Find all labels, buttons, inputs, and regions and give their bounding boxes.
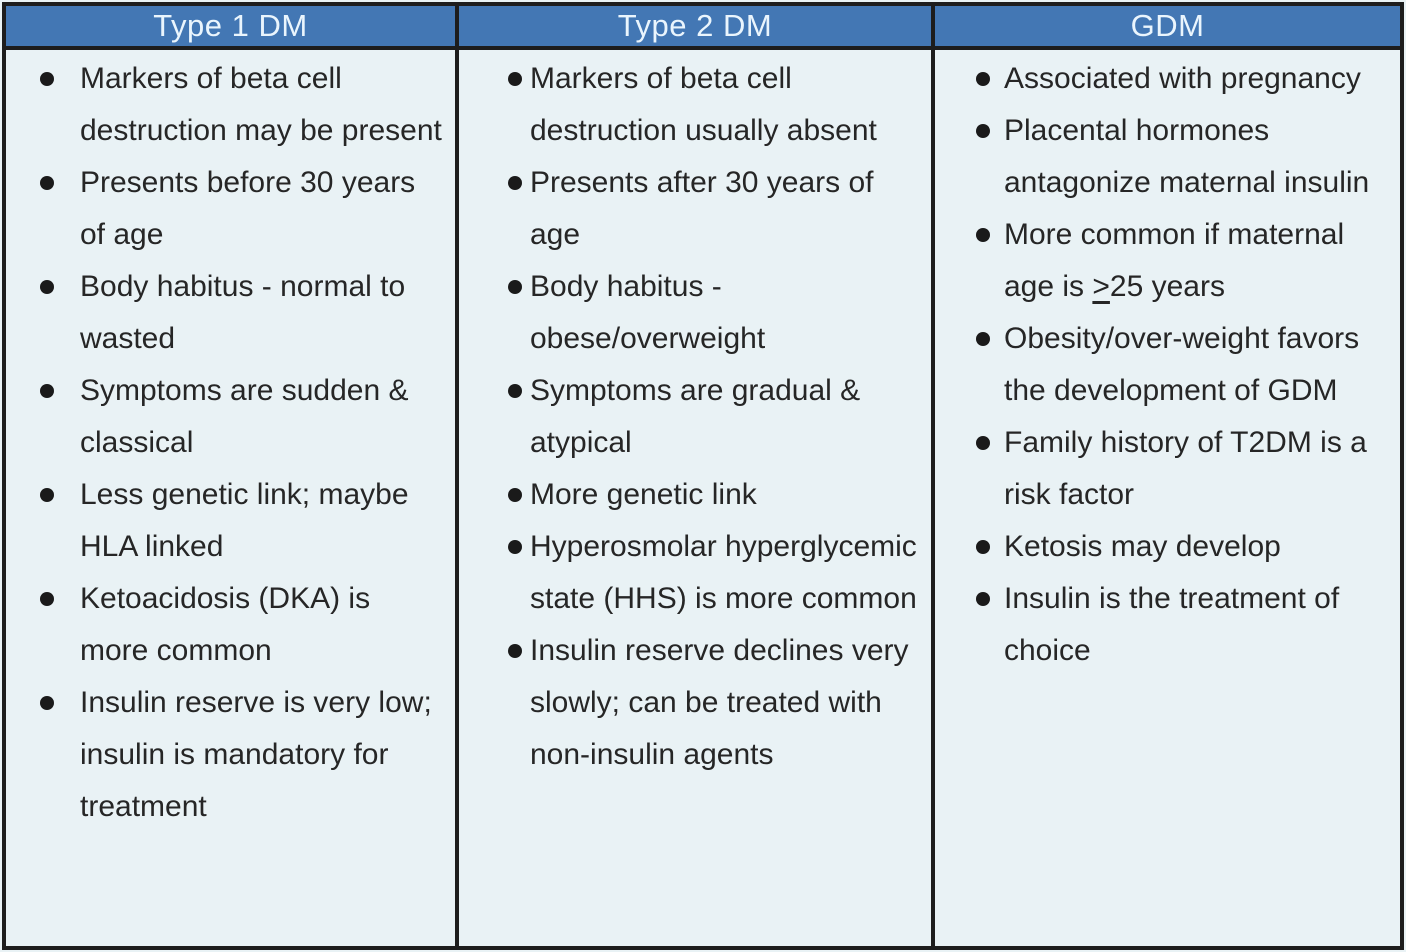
list-item: Symptoms are sudden & classical [6, 365, 455, 469]
list-item-text: Symptoms are gradual & atypical [530, 374, 861, 459]
column-header-type2-dm: Type 2 DM [459, 6, 931, 50]
bullet-icon [40, 592, 54, 606]
bullet-icon [976, 124, 990, 138]
bullet-icon [508, 644, 522, 658]
column-header-type1-dm: Type 1 DM [6, 6, 455, 50]
list-item: Insulin is the treatment of choice [935, 573, 1400, 677]
list-item: Symptoms are gradual & atypical [459, 365, 931, 469]
list-item-text: Presents after 30 years of age [530, 166, 874, 251]
list-item: Presents before 30 years of age [6, 157, 455, 261]
list-item: Ketosis may develop [935, 521, 1400, 573]
bullet-list-type2-dm: Markers of beta cell destruction usually… [459, 50, 931, 946]
list-item-text: Obesity/over-weight favors the developme… [1004, 322, 1360, 407]
list-item: Markers of beta cell destruction may be … [6, 53, 455, 157]
list-item: Body habitus - normal to wasted [6, 261, 455, 365]
bullet-list-gdm: Associated with pregnancy Placental hormo… [935, 50, 1400, 946]
list-item: Less genetic link; maybe HLA linked [6, 469, 455, 573]
list-item-text: Hyperosmolar hyperglycemic state (HHS) i… [530, 530, 917, 615]
list-item: More genetic link [459, 469, 931, 521]
list-item: Family history of T2DM is a risk factor [935, 417, 1400, 521]
bullet-icon [508, 176, 522, 190]
bullet-icon [508, 540, 522, 554]
list-item-text: Insulin is the treatment of choice [1004, 582, 1340, 667]
bullet-icon [40, 176, 54, 190]
list-item: Presents after 30 years of age [459, 157, 931, 261]
list-item: Ketoacidosis (DKA) is more common [6, 573, 455, 677]
list-item-text: Insulin reserve is very low; insulin is … [80, 686, 432, 823]
bullet-icon [508, 72, 522, 86]
bullet-icon [976, 332, 990, 346]
column-type2-dm: Type 2 DM Markers of beta cell destructi… [455, 6, 931, 946]
column-header-gdm: GDM [935, 6, 1400, 50]
bullet-icon [976, 592, 990, 606]
list-item-text: More genetic link [530, 478, 757, 511]
list-item-text: Body habitus - normal to wasted [80, 270, 406, 355]
list-item: Hyperosmolar hyperglycemic state (HHS) i… [459, 521, 931, 625]
list-item-text: Body habitus - obese/overweight [530, 270, 766, 355]
list-item-text: Ketoacidosis (DKA) is more common [80, 582, 371, 667]
list-item-text: More common if maternal age is >25 years [1004, 218, 1345, 303]
list-item: Placental hormones antagonize maternal i… [935, 105, 1400, 209]
bullet-icon [40, 696, 54, 710]
bullet-icon [40, 280, 54, 294]
list-item-text: Placental hormones antagonize maternal i… [1004, 114, 1370, 199]
list-item-text: Markers of beta cell destruction usually… [530, 62, 877, 147]
bullet-list-type1-dm: Markers of beta cell destruction may be … [6, 50, 455, 946]
list-item-text: Presents before 30 years of age [80, 166, 416, 251]
list-item-text: Ketosis may develop [1004, 530, 1281, 563]
bullet-icon [40, 72, 54, 86]
list-item-text: Symptoms are sudden & classical [80, 374, 409, 459]
bullet-icon [40, 384, 54, 398]
list-item: Obesity/over-weight favors the developme… [935, 313, 1400, 417]
list-item-text: Associated with pregnancy [1004, 62, 1361, 95]
bullet-icon [508, 280, 522, 294]
bullet-icon [508, 384, 522, 398]
list-item: Markers of beta cell destruction usually… [459, 53, 931, 157]
list-item-text: Less genetic link; maybe HLA linked [80, 478, 409, 563]
list-item: Associated with pregnancy [935, 53, 1400, 105]
bullet-icon [976, 540, 990, 554]
list-item: More common if maternal age is >25 years [935, 209, 1400, 313]
list-item: Body habitus - obese/overweight [459, 261, 931, 365]
column-gdm: GDM Associated with pregnancy Placental h… [931, 6, 1400, 946]
bullet-icon [976, 436, 990, 450]
bullet-icon [508, 488, 522, 502]
list-item: Insulin reserve is very low; insulin is … [6, 677, 455, 833]
bullet-icon [976, 72, 990, 86]
column-type1-dm: Type 1 DM Markers of beta cell destructi… [6, 6, 455, 946]
bullet-icon [40, 488, 54, 502]
list-item: Insulin reserve declines very slowly; ca… [459, 625, 931, 781]
list-item-text: Markers of beta cell destruction may be … [80, 62, 442, 147]
list-item-text: Family history of T2DM is a risk factor [1004, 426, 1367, 511]
list-item-text: Insulin reserve declines very slowly; ca… [530, 634, 909, 771]
bullet-icon [976, 228, 990, 242]
